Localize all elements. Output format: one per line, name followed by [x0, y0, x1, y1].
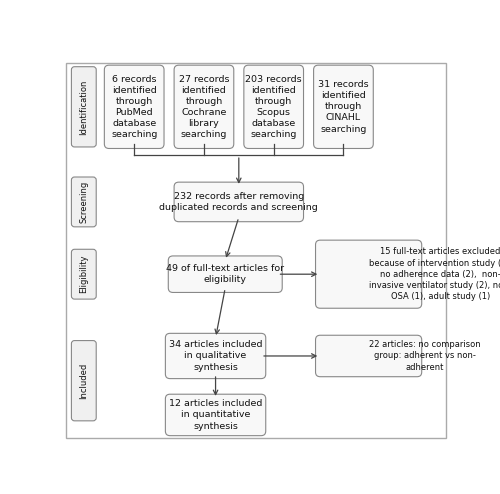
Text: 31 records
identified
through
CINAHL
searching: 31 records identified through CINAHL sea…: [318, 80, 369, 133]
FancyBboxPatch shape: [72, 249, 96, 299]
FancyBboxPatch shape: [244, 65, 304, 149]
FancyBboxPatch shape: [316, 240, 422, 308]
Text: 232 records after removing
duplicated records and screening: 232 records after removing duplicated re…: [160, 192, 318, 212]
Text: Screening: Screening: [80, 181, 88, 223]
Text: Included: Included: [80, 363, 88, 399]
Text: Eligibility: Eligibility: [80, 255, 88, 293]
Text: 12 articles included
in quantitative
synthesis: 12 articles included in quantitative syn…: [169, 399, 262, 431]
Text: 49 of full-text articles for
eligibility: 49 of full-text articles for eligibility: [166, 264, 284, 284]
FancyBboxPatch shape: [174, 182, 304, 222]
FancyBboxPatch shape: [166, 333, 266, 378]
FancyBboxPatch shape: [72, 177, 96, 227]
FancyBboxPatch shape: [166, 394, 266, 436]
Text: 203 records
identified
through
Scopus
database
searching: 203 records identified through Scopus da…: [246, 75, 302, 139]
Text: 6 records
identified
through
PubMed
database
searching: 6 records identified through PubMed data…: [111, 75, 158, 139]
FancyBboxPatch shape: [174, 65, 234, 149]
Text: 22 articles: no comparison
group: adherent vs non-
adherent: 22 articles: no comparison group: adhere…: [368, 340, 480, 371]
FancyBboxPatch shape: [316, 335, 422, 377]
FancyBboxPatch shape: [314, 65, 374, 149]
FancyBboxPatch shape: [168, 256, 282, 292]
Text: 27 records
identified
through
Cochrane
library
searching: 27 records identified through Cochrane l…: [178, 75, 229, 139]
FancyBboxPatch shape: [104, 65, 164, 149]
Text: Identification: Identification: [80, 79, 88, 134]
FancyBboxPatch shape: [72, 340, 96, 421]
Text: 34 articles included
in qualitative
synthesis: 34 articles included in qualitative synt…: [169, 340, 262, 371]
FancyBboxPatch shape: [72, 67, 96, 147]
Text: 15 full-text articles excluded
because of intervention study (9),
no adherence d: 15 full-text articles excluded because o…: [368, 247, 500, 301]
